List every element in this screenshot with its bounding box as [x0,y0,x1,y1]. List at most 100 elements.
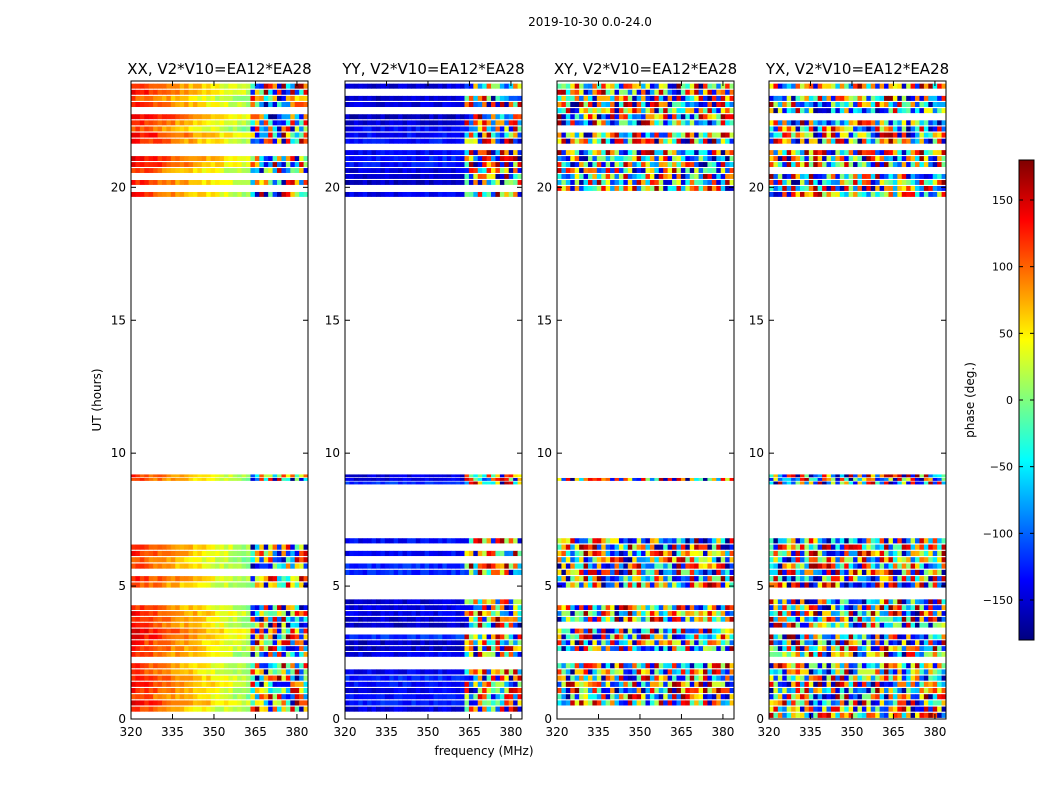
heatmap-cell [367,538,372,544]
heatmap-cell [879,687,885,694]
heatmap-cell [610,663,615,669]
heatmap-cell [281,663,287,669]
heatmap-cell [157,126,163,132]
heatmap-cell [294,605,300,611]
heatmap-cell [627,168,633,173]
heatmap-cell [574,569,580,575]
heatmap-cell [433,191,439,197]
heatmap-cell [411,681,417,687]
heatmap-cell [610,611,615,616]
heatmap-cell [232,474,238,478]
heatmap-cell [197,89,203,95]
heatmap-cell [888,681,894,687]
heatmap-cell [290,162,296,167]
heatmap-cell [508,138,514,144]
heatmap-cell [299,646,304,651]
heatmap-cell [139,474,145,478]
heatmap-cell [707,114,713,120]
heatmap-cell [131,180,136,185]
heatmap-cell [362,563,368,569]
data-block [345,150,522,197]
heatmap-cell [179,616,185,622]
heatmap-cell [618,89,624,95]
heatmap-cell [694,120,699,126]
heatmap-cell [517,150,522,156]
heatmap-cell [411,634,417,640]
heatmap-cell [495,611,501,616]
heatmap-cell [170,640,176,646]
heatmap-cell [144,706,150,712]
heatmap-cell [371,132,377,138]
heatmap-cell [915,675,920,681]
heatmap-cell [486,634,492,640]
heatmap-cell [380,550,386,557]
heatmap-cell [437,126,443,132]
heatmap-cell [601,611,607,616]
heatmap-cell [215,669,220,675]
heatmap-cell [676,563,682,569]
heatmap-cell [561,694,567,700]
heatmap-cell [491,83,496,89]
heatmap-cell [210,640,216,646]
heatmap-cell [451,95,457,101]
heatmap-cell [353,640,359,646]
heatmap-cell [711,687,717,694]
heatmap-cell [285,168,291,173]
heatmap-cell [415,700,421,706]
heatmap-cell [667,611,673,616]
heatmap-cell [460,162,465,167]
heatmap-cell [135,95,141,101]
heatmap-cell [232,634,238,640]
heatmap-cell [667,132,673,138]
heatmap-cell [144,168,150,173]
heatmap-cell [420,599,426,605]
heatmap-cell [574,663,580,669]
heatmap-cell [433,474,439,478]
heatmap-cell [866,687,872,694]
heatmap-cell [362,700,368,706]
heatmap-cell [636,138,642,144]
data-block [131,605,308,657]
heatmap-cell [720,675,726,681]
heatmap-cell [228,681,234,687]
heatmap-cell [592,563,598,569]
heatmap-cell [694,681,699,687]
heatmap-cell [641,646,646,651]
heatmap-cell [389,687,395,694]
heatmap-cell [716,174,722,179]
heatmap-cell [424,616,430,622]
heatmap-cell [290,557,296,563]
heatmap-cell [411,474,417,478]
axes-frame [130,80,309,720]
heatmap-cell [658,646,664,651]
heatmap-cell [367,156,372,161]
heatmap-cell [299,563,304,569]
heatmap-cell [565,538,571,544]
heatmap-cell [557,640,562,646]
heatmap-cell [358,706,364,712]
heatmap-cell [215,83,220,89]
heatmap-cell [303,616,308,622]
heatmap-cell [605,569,611,575]
heatmap-cell [919,687,925,694]
heatmap-cell [135,576,141,582]
data-block [345,83,522,144]
heatmap-cell [131,474,136,478]
heatmap-cell [605,108,611,114]
heatmap-cell [406,120,412,126]
heatmap-cell [259,132,265,138]
heatmap-cell [277,180,282,185]
heatmap-cell [822,669,827,675]
heatmap-cell [557,557,562,563]
heatmap-cell [223,120,229,126]
heatmap-cell [228,622,234,628]
heatmap-cell [241,168,247,173]
heatmap-cell [294,681,300,687]
heatmap-cell [729,605,734,611]
heatmap-cell [565,576,571,582]
heatmap-cell [676,550,682,557]
heatmap-cell [429,481,434,485]
heatmap-cell [583,582,589,588]
heatmap-cell [627,180,633,185]
heatmap-cell [508,474,514,478]
